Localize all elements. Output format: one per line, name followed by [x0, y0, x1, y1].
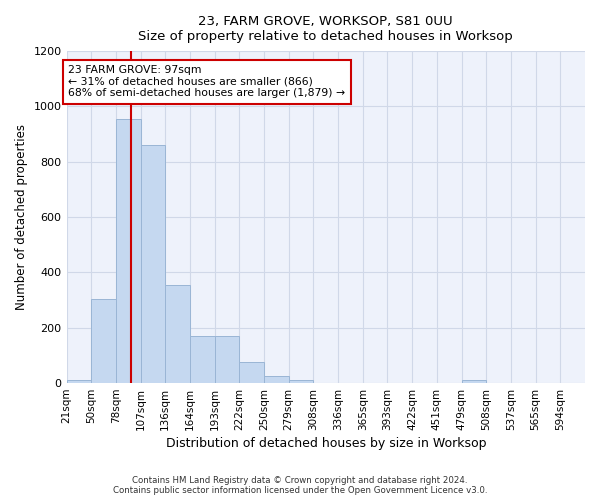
- Bar: [116, 119, 140, 383]
- Bar: [289, 380, 313, 383]
- Title: 23, FARM GROVE, WORKSOP, S81 0UU
Size of property relative to detached houses in: 23, FARM GROVE, WORKSOP, S81 0UU Size of…: [139, 15, 513, 43]
- Bar: [165, 285, 190, 383]
- Bar: [67, 380, 91, 383]
- Bar: [140, 145, 165, 383]
- Text: Contains HM Land Registry data © Crown copyright and database right 2024.
Contai: Contains HM Land Registry data © Crown c…: [113, 476, 487, 495]
- Bar: [461, 380, 486, 383]
- Bar: [239, 362, 264, 383]
- Bar: [215, 336, 239, 383]
- Y-axis label: Number of detached properties: Number of detached properties: [15, 124, 28, 310]
- Bar: [190, 336, 215, 383]
- Text: 23 FARM GROVE: 97sqm
← 31% of detached houses are smaller (866)
68% of semi-deta: 23 FARM GROVE: 97sqm ← 31% of detached h…: [68, 65, 346, 98]
- Bar: [91, 298, 116, 383]
- Bar: [264, 376, 289, 383]
- X-axis label: Distribution of detached houses by size in Worksop: Distribution of detached houses by size …: [166, 437, 486, 450]
